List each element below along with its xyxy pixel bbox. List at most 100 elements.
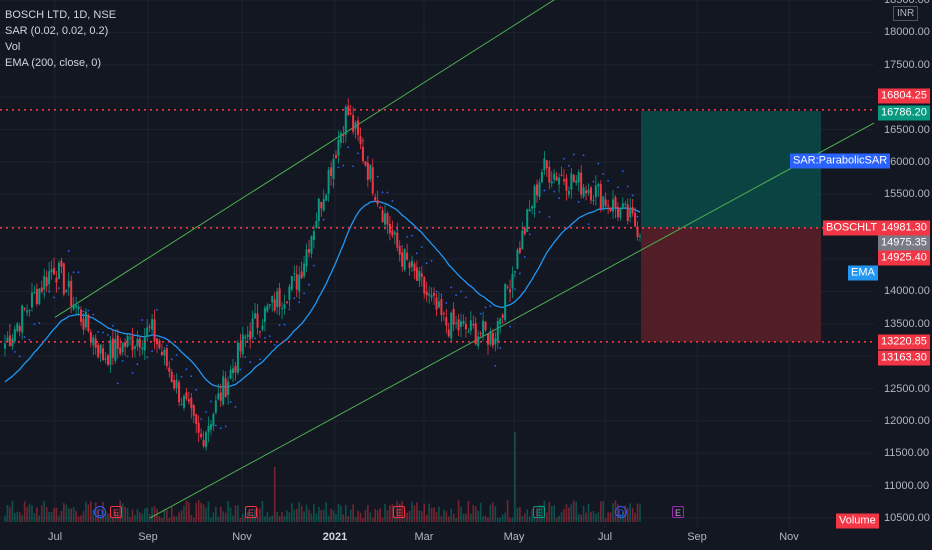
- candle-body: [40, 287, 43, 292]
- horizontal-levels[interactable]: [0, 108, 874, 343]
- volume-bar: [394, 516, 396, 522]
- volume-bar: [533, 517, 536, 522]
- candle-body: [381, 210, 384, 223]
- sar-dot: [72, 271, 75, 274]
- candle-body: [464, 324, 467, 330]
- volume-bar: [450, 508, 453, 522]
- sar-dot: [548, 215, 551, 218]
- volume-bar: [582, 505, 585, 522]
- candle-body: [415, 267, 418, 281]
- candle-body: [352, 114, 355, 132]
- volume-bar: [440, 516, 443, 522]
- candle-body: [55, 277, 58, 283]
- candle-body: [467, 331, 470, 333]
- candle-body: [266, 305, 269, 312]
- candle-body: [469, 320, 472, 331]
- volume-bar: [465, 513, 467, 522]
- volume-bar: [126, 508, 129, 522]
- x-tick-label: 2021: [322, 531, 348, 543]
- candle-body: [504, 283, 507, 321]
- volume-bar: [631, 507, 634, 522]
- sar-dot: [430, 259, 433, 262]
- candle-body: [511, 274, 514, 289]
- volume-bar: [134, 515, 136, 522]
- sar-dot: [313, 264, 315, 267]
- earnings-marker[interactable]: E: [245, 506, 257, 518]
- volume-bar: [487, 517, 489, 522]
- volume-bar: [273, 467, 276, 522]
- dividend-marker[interactable]: D: [615, 506, 627, 518]
- volume-bar: [558, 515, 560, 522]
- volume-bar: [33, 513, 36, 522]
- volume-bar: [259, 508, 261, 522]
- volume-bar: [499, 517, 502, 522]
- volume-bar: [70, 508, 72, 522]
- candle-body: [386, 213, 389, 225]
- candle-body: [339, 133, 342, 143]
- candle-body: [320, 202, 323, 209]
- candle-body: [636, 226, 639, 238]
- earnings-marker[interactable]: E: [672, 506, 684, 518]
- candle-body: [548, 166, 551, 183]
- legend-ema[interactable]: EMA (200, close, 0): [5, 57, 101, 69]
- volume-bar: [492, 502, 494, 522]
- sar-dot: [401, 245, 404, 248]
- sar-dots: [9, 139, 639, 430]
- sar-dot: [523, 255, 526, 258]
- candle-body: [227, 381, 230, 395]
- dividend-marker[interactable]: D: [94, 506, 106, 518]
- sar-dot: [450, 286, 453, 289]
- ema-tag: EMA: [848, 265, 878, 281]
- candle-body: [4, 343, 6, 349]
- earnings-marker[interactable]: E: [533, 506, 545, 518]
- volume-bar: [430, 507, 433, 522]
- earnings-marker[interactable]: E: [110, 506, 122, 518]
- ema-line: [4, 200, 641, 388]
- sar-dot: [263, 336, 266, 339]
- sar-dot: [420, 246, 423, 249]
- sar-dot: [406, 235, 408, 238]
- sar-dot: [567, 164, 570, 167]
- candle-body: [246, 334, 249, 337]
- volume-bar: [514, 432, 516, 522]
- candle-body: [344, 107, 347, 135]
- candle-body: [290, 276, 293, 290]
- volume-bar: [546, 512, 548, 522]
- currency-label[interactable]: INR: [893, 6, 919, 21]
- sar-dot: [239, 368, 242, 371]
- candle-body: [526, 209, 529, 232]
- volume-bar: [77, 516, 80, 522]
- trend-channel: [54, 0, 875, 519]
- candle-body: [8, 335, 11, 346]
- candle-body: [518, 247, 521, 253]
- volume-bar: [406, 512, 408, 522]
- volume-bar: [207, 501, 210, 522]
- volume-bar: [114, 511, 117, 522]
- x-tick-label: Jul: [47, 531, 63, 543]
- volume-bar: [396, 500, 399, 522]
- sar-dot: [254, 337, 256, 340]
- legend-symbol[interactable]: BOSCH LTD, 1D, NSE: [5, 9, 117, 21]
- sar-dot: [415, 252, 418, 255]
- candle-body: [398, 246, 401, 255]
- candle-body: [111, 338, 114, 358]
- candle-body: [521, 230, 524, 250]
- sar-dot: [234, 405, 237, 408]
- candle-body: [489, 331, 492, 345]
- candle-body: [271, 295, 274, 303]
- candle-body: [528, 209, 531, 212]
- sar-dot: [268, 335, 271, 338]
- sar-dot: [97, 331, 100, 333]
- volume-bar: [496, 517, 499, 522]
- legend-vol[interactable]: Vol: [5, 41, 21, 53]
- earnings-marker[interactable]: E: [393, 506, 405, 518]
- legend-sar[interactable]: SAR (0.02, 0.02, 0.2): [5, 25, 109, 37]
- candle-body: [300, 271, 303, 279]
- volume-bar: [153, 506, 156, 522]
- volume-bar: [344, 504, 347, 522]
- candle-body: [462, 321, 465, 324]
- candle-body: [455, 322, 458, 324]
- y-tick-label: 16000.00: [884, 155, 930, 168]
- volume-bar: [327, 516, 330, 522]
